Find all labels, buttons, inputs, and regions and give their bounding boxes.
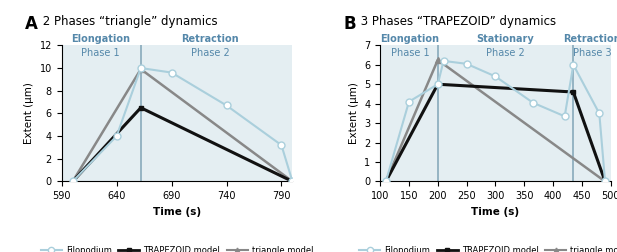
Text: Elongation: Elongation: [381, 34, 439, 44]
Y-axis label: Extent (μm): Extent (μm): [349, 82, 358, 144]
Legend: Filopodium, TRAPEZOID model, triangle model: Filopodium, TRAPEZOID model, triangle mo…: [356, 243, 617, 252]
Text: B: B: [343, 15, 356, 34]
Text: Phase 2: Phase 2: [486, 48, 524, 58]
Text: Phase 3: Phase 3: [573, 48, 611, 58]
Text: Stationary: Stationary: [476, 34, 534, 44]
Text: Retraction: Retraction: [181, 34, 239, 44]
Text: 2 Phases “triangle” dynamics: 2 Phases “triangle” dynamics: [39, 15, 217, 28]
Text: 3 Phases “TRAPEZOID” dynamics: 3 Phases “TRAPEZOID” dynamics: [357, 15, 556, 28]
Text: Elongation: Elongation: [71, 34, 130, 44]
Text: Retraction: Retraction: [563, 34, 617, 44]
X-axis label: Time (s): Time (s): [471, 207, 520, 217]
Text: Phase 1: Phase 1: [391, 48, 429, 58]
Y-axis label: Extent (μm): Extent (μm): [24, 82, 34, 144]
Text: Phase 1: Phase 1: [81, 48, 120, 58]
Text: Phase 2: Phase 2: [191, 48, 230, 58]
Text: A: A: [25, 15, 38, 34]
X-axis label: Time (s): Time (s): [153, 207, 201, 217]
Legend: Filopodium, TRAPEZOID model, triangle model: Filopodium, TRAPEZOID model, triangle mo…: [38, 243, 317, 252]
